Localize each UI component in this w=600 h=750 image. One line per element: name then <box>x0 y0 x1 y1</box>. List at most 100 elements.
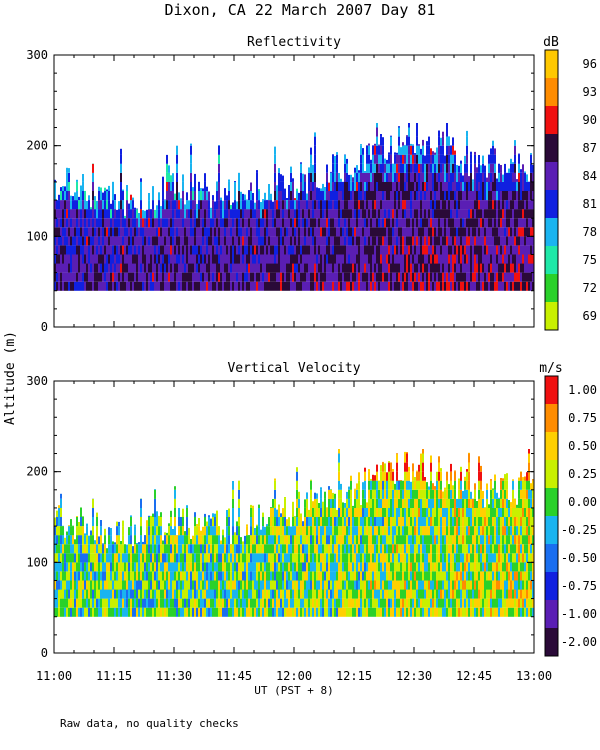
heatmap-cell <box>266 245 268 255</box>
heatmap-cell <box>246 524 248 526</box>
heatmap-cell <box>338 607 340 617</box>
heatmap-cell <box>188 571 190 581</box>
heatmap-cell <box>432 254 434 264</box>
heatmap-cell <box>508 181 510 191</box>
heatmap-cell <box>326 245 328 255</box>
heatmap-cell <box>258 189 260 191</box>
heatmap-cell <box>56 553 58 563</box>
heatmap-cell <box>198 209 200 219</box>
heatmap-cell <box>158 598 160 608</box>
heatmap-cell <box>132 589 134 599</box>
heatmap-cell <box>330 489 332 490</box>
heatmap-cell <box>224 236 226 246</box>
heatmap-cell <box>444 163 446 173</box>
heatmap-cell <box>138 553 140 563</box>
heatmap-cell <box>214 562 216 572</box>
heatmap-cell <box>270 193 272 201</box>
heatmap-cell <box>212 580 214 590</box>
heatmap-cell <box>444 218 446 228</box>
heatmap-cell <box>206 607 208 617</box>
heatmap-cell <box>264 218 266 228</box>
heatmap-cell <box>390 281 392 291</box>
heatmap-cell <box>266 571 268 581</box>
heatmap-cell <box>466 154 468 164</box>
heatmap-cell <box>518 272 520 282</box>
heatmap-cell <box>154 281 156 291</box>
heatmap-cell <box>202 544 204 554</box>
heatmap-cell <box>372 145 374 155</box>
heatmap-cell <box>400 172 402 182</box>
heatmap-cell <box>104 562 106 572</box>
heatmap-cell <box>188 272 190 282</box>
heatmap-cell <box>170 272 172 282</box>
heatmap-cell <box>366 191 368 201</box>
heatmap-cell <box>216 607 218 617</box>
heatmap-cell <box>324 254 326 264</box>
heatmap-cell <box>212 236 214 246</box>
heatmap-cell <box>352 181 354 191</box>
heatmap-cell <box>88 589 90 599</box>
heatmap-cell <box>230 245 232 255</box>
heatmap-cell <box>266 209 268 219</box>
heatmap-cell <box>174 193 176 200</box>
heatmap-cell <box>436 181 438 191</box>
heatmap-cell <box>278 589 280 599</box>
heatmap-cell <box>80 245 82 255</box>
heatmap-cell <box>178 589 180 599</box>
heatmap-cell <box>186 553 188 563</box>
heatmap-cell <box>276 263 278 273</box>
heatmap-cell <box>264 544 266 554</box>
heatmap-cell <box>310 209 312 219</box>
heatmap-cell <box>276 571 278 581</box>
heatmap-cell <box>318 553 320 563</box>
heatmap-cell <box>502 245 504 255</box>
heatmap-cell <box>328 553 330 563</box>
heatmap-cell <box>516 236 518 246</box>
heatmap-cell <box>204 517 206 527</box>
heatmap-cell <box>272 580 274 590</box>
heatmap-cell <box>406 281 408 291</box>
heatmap-cell <box>260 263 262 273</box>
heatmap-cell <box>418 191 420 201</box>
heatmap-cell <box>88 535 90 545</box>
heatmap-cell <box>438 191 440 201</box>
heatmap-cell <box>530 209 532 219</box>
heatmap-cell <box>68 236 70 246</box>
heatmap-cell <box>324 517 326 527</box>
heatmap-cell <box>122 281 124 291</box>
heatmap-cell <box>274 200 276 210</box>
heatmap-cell <box>248 580 250 590</box>
heatmap-cell <box>100 544 102 554</box>
heatmap-cell <box>330 535 332 545</box>
heatmap-cell <box>296 467 298 472</box>
heatmap-cell <box>378 272 380 282</box>
heatmap-cell <box>460 209 462 219</box>
heatmap-cell <box>222 571 224 581</box>
heatmap-cell <box>200 227 202 237</box>
heatmap-cell <box>482 227 484 237</box>
heatmap-cell <box>274 218 276 228</box>
heatmap-cell <box>280 281 282 291</box>
heatmap-cell <box>440 263 442 273</box>
heatmap-cell <box>234 181 236 182</box>
heatmap-cell <box>334 493 336 499</box>
heatmap-cell <box>152 245 154 255</box>
heatmap-cell <box>70 607 72 617</box>
heatmap-cell <box>358 227 360 237</box>
heatmap-cell <box>504 209 506 219</box>
heatmap-cell <box>282 281 284 291</box>
heatmap-cell <box>342 191 344 201</box>
heatmap-cell <box>252 209 254 219</box>
heatmap-cell <box>414 181 416 191</box>
heatmap-cell <box>160 245 162 255</box>
heatmap-cell <box>214 254 216 264</box>
heatmap-cell <box>190 571 192 581</box>
heatmap-cell <box>448 154 450 164</box>
heatmap-cell <box>286 236 288 246</box>
heatmap-cell <box>332 507 334 517</box>
heatmap-cell <box>170 263 172 273</box>
heatmap-cell <box>54 517 56 527</box>
heatmap-cell <box>260 202 262 210</box>
heatmap-cell <box>208 263 210 273</box>
heatmap-cell <box>152 218 154 228</box>
